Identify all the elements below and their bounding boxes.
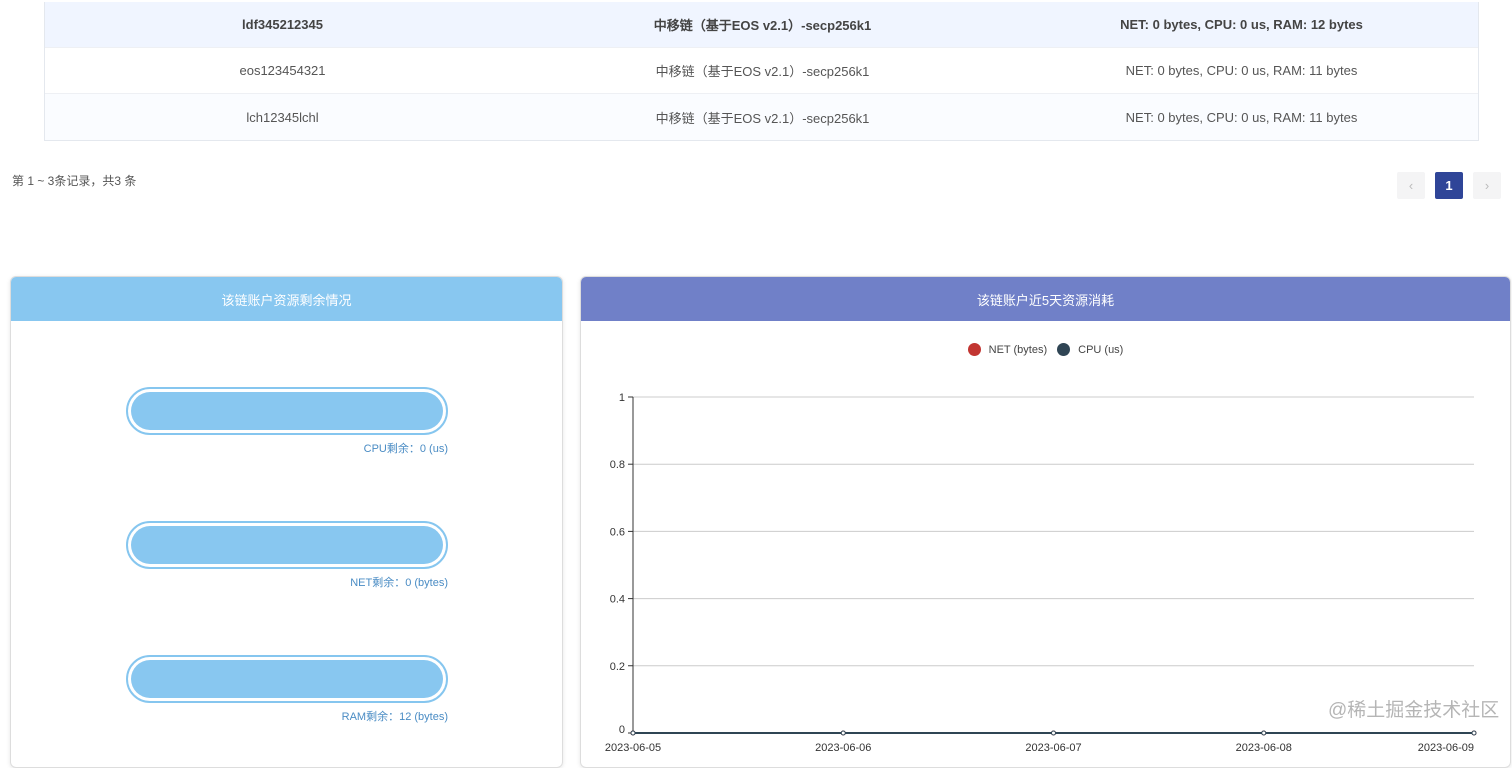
resources-cell: NET: 0 bytes, CPU: 0 us, RAM: 12 bytes (1120, 17, 1363, 32)
net-legend-dot-icon (967, 343, 981, 356)
panel-title: 该链账户近5天资源消耗 (581, 277, 1510, 321)
resource-remaining-panel: 该链账户资源剩余情况 CPU剩余：0 (us) NET剩余：0 (bytes) … (10, 276, 563, 768)
table-row[interactable]: lch12345lchl 中移链（基于EOS v2.1）-secp256k1 NET… (45, 94, 1478, 140)
x-tick-label: 2023-06-07 (1025, 742, 1081, 754)
x-tick-label: 2023-06-05 (605, 742, 661, 754)
x-tick-label: 2023-06-08 (1236, 742, 1292, 754)
y-tick-label: 0.2 (610, 661, 625, 673)
account-cell: ldf345212345 (242, 17, 323, 32)
next-page-button[interactable]: › (1473, 172, 1501, 199)
chain-cell: 中移链（基于EOS v2.1）-secp256k1 (655, 64, 870, 79)
panel-title: 该链账户资源剩余情况 (11, 277, 562, 321)
line-chart: 0 0.2 0.4 0.6 0.8 1 2023-06-05 2023-06-06 2023-0… (605, 392, 1477, 754)
resources-cell: NET: 0 bytes, CPU: 0 us, RAM: 11 bytes (1125, 63, 1358, 78)
resources-cell: NET: 0 bytes, CPU: 0 us, RAM: 11 bytes (1125, 109, 1358, 125)
prev-page-button[interactable]: ‹ (1397, 172, 1425, 199)
y-tick-label: 0.8 (610, 459, 625, 471)
data-point (1261, 730, 1267, 736)
cpu-remaining-label: CPU剩余：0 (us) (363, 443, 448, 455)
account-cell: lch12345lchl (246, 109, 319, 125)
legend-net-label: NET (bytes) (988, 343, 1048, 356)
table-row[interactable]: ldf345212345 中移链（基于EOS v2.1）-secp256k1 NET… (45, 2, 1478, 48)
net-progress-bar (126, 521, 448, 569)
cpu-legend-dot-icon (1057, 343, 1071, 356)
legend-cpu[interactable]: CPU (us) (1057, 343, 1123, 356)
data-point (1471, 730, 1477, 736)
y-tick-label: 0 (619, 724, 625, 736)
legend-net[interactable]: NET (bytes) (967, 343, 1048, 356)
table-row[interactable]: eos123454321 中移链（基于EOS v2.1）-secp256k1 NET… (45, 48, 1478, 94)
legend-cpu-label: CPU (us) (1078, 343, 1124, 356)
net-remaining-label: NET剩余：0 (bytes) (350, 577, 448, 589)
chain-cell: 中移链（基于EOS v2.1）-secp256k1 (653, 18, 872, 33)
data-point (630, 730, 636, 736)
page-1-button[interactable]: 1 (1435, 172, 1463, 199)
pagination-info: 第 1 ~ 3条记录，共3 条 (12, 174, 137, 188)
cpu-progress-bar (126, 387, 448, 435)
ram-progress-bar (126, 655, 448, 703)
x-tick-label: 2023-06-09 (1418, 742, 1474, 754)
chart-legend: NET (bytes) CPU (us) (581, 343, 1510, 356)
chain-cell: 中移链（基于EOS v2.1）-secp256k1 (655, 110, 870, 126)
data-point (1051, 730, 1056, 736)
y-tick-label: 0.6 (610, 526, 625, 538)
y-tick-label: 0.4 (610, 594, 625, 606)
x-tick-label: 2023-06-06 (815, 742, 871, 754)
ram-remaining-label: RAM剩余：12 (bytes) (341, 711, 448, 723)
y-tick-label: 1 (619, 392, 625, 404)
accounts-table: ldf345212345 中移链（基于EOS v2.1）-secp256k1 NET… (44, 2, 1479, 141)
resource-consumption-panel: 该链账户近5天资源消耗 NET (bytes) CPU (us) 0 0.2 0.4… (580, 276, 1511, 768)
watermark: @稀土掘金技术社区 (1328, 700, 1500, 721)
account-cell: eos123454321 (239, 63, 326, 78)
data-point (840, 730, 846, 736)
